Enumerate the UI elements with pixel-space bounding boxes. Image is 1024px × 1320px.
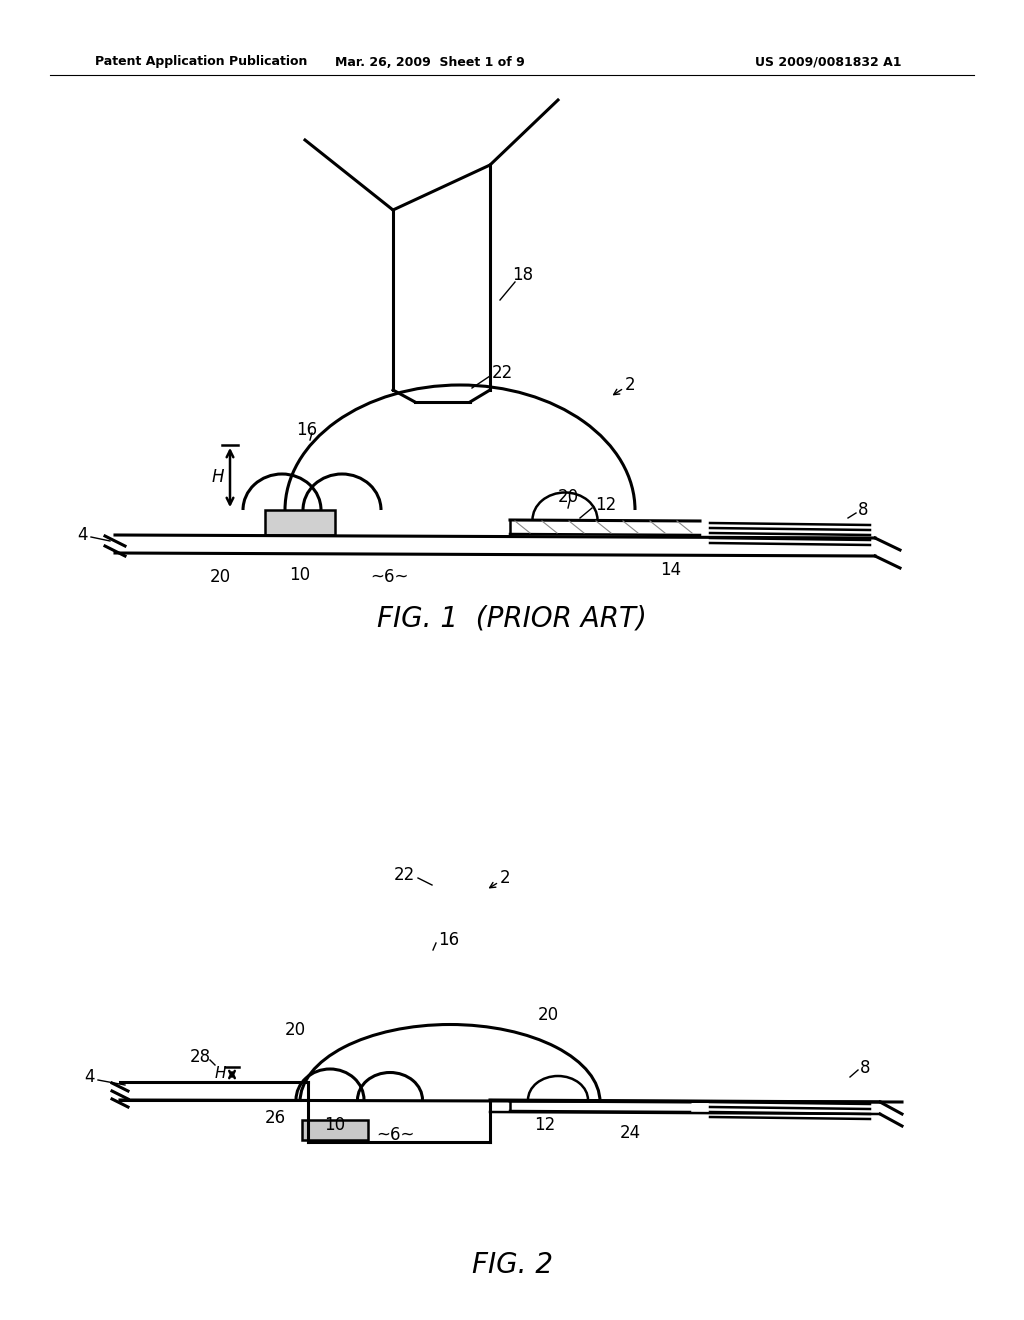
Text: 8: 8 — [858, 502, 868, 519]
Text: 2: 2 — [500, 869, 511, 887]
Text: 26: 26 — [264, 1109, 286, 1127]
Text: 20: 20 — [558, 488, 580, 506]
Text: 24: 24 — [620, 1125, 641, 1142]
Text: 18: 18 — [512, 267, 534, 284]
Text: 22: 22 — [492, 364, 513, 381]
Text: 20: 20 — [285, 1020, 305, 1039]
Text: ~6~: ~6~ — [371, 568, 410, 586]
Text: 16: 16 — [438, 931, 459, 949]
Text: FIG. 1  (PRIOR ART): FIG. 1 (PRIOR ART) — [377, 605, 647, 632]
Text: 14: 14 — [660, 561, 681, 579]
Text: 22: 22 — [394, 866, 415, 884]
Text: H: H — [212, 469, 224, 486]
Text: H: H — [214, 1067, 225, 1081]
Bar — [265, 510, 335, 535]
Text: 16: 16 — [296, 421, 317, 440]
Text: 4: 4 — [85, 1068, 95, 1086]
Bar — [302, 1119, 368, 1140]
Text: 20: 20 — [538, 1006, 559, 1024]
Text: 4: 4 — [78, 525, 88, 544]
Text: 10: 10 — [290, 566, 310, 583]
Text: 8: 8 — [860, 1059, 870, 1077]
Text: US 2009/0081832 A1: US 2009/0081832 A1 — [755, 55, 901, 69]
Text: 28: 28 — [189, 1048, 211, 1067]
Text: Mar. 26, 2009  Sheet 1 of 9: Mar. 26, 2009 Sheet 1 of 9 — [335, 55, 525, 69]
Text: FIG. 2: FIG. 2 — [471, 1251, 553, 1279]
Text: 12: 12 — [535, 1115, 556, 1134]
Text: 10: 10 — [325, 1115, 345, 1134]
Text: 20: 20 — [210, 568, 230, 586]
Text: 12: 12 — [595, 496, 616, 513]
Text: ~6~: ~6~ — [376, 1126, 415, 1144]
Text: 2: 2 — [625, 376, 636, 393]
Text: Patent Application Publication: Patent Application Publication — [95, 55, 307, 69]
